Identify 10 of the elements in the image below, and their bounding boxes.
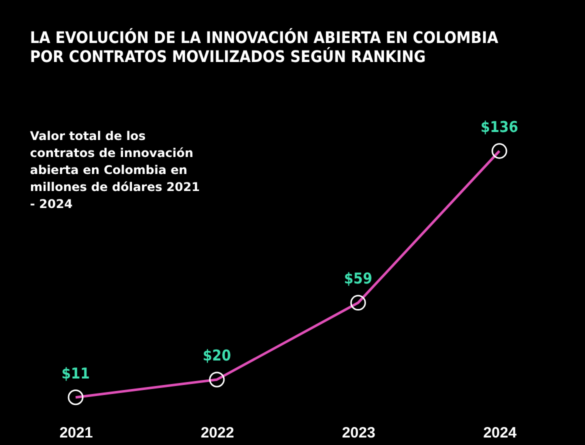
x-tick-label: 2023 bbox=[342, 424, 376, 442]
annotation: Valor total de los contratos de innovación abierta en Colombia en millones de dólares 2021 - 2024 bbox=[30, 128, 200, 213]
data-label: $20 bbox=[202, 346, 231, 365]
data-label: $136 bbox=[480, 118, 518, 136]
chart-title: LA EVOLUCIÓN DE LA INNOVACIÓN ABIERTA EN COLOMBIA POR CONTRATOS MOVILIZADOS SEGÚN RANKING bbox=[30, 28, 500, 66]
data-label: $59 bbox=[344, 270, 372, 288]
x-tick-label: 2024 bbox=[483, 424, 518, 442]
data-label: $11 bbox=[62, 364, 90, 382]
x-tick-label: 2021 bbox=[59, 424, 93, 442]
x-tick-label: 2022 bbox=[200, 424, 234, 442]
